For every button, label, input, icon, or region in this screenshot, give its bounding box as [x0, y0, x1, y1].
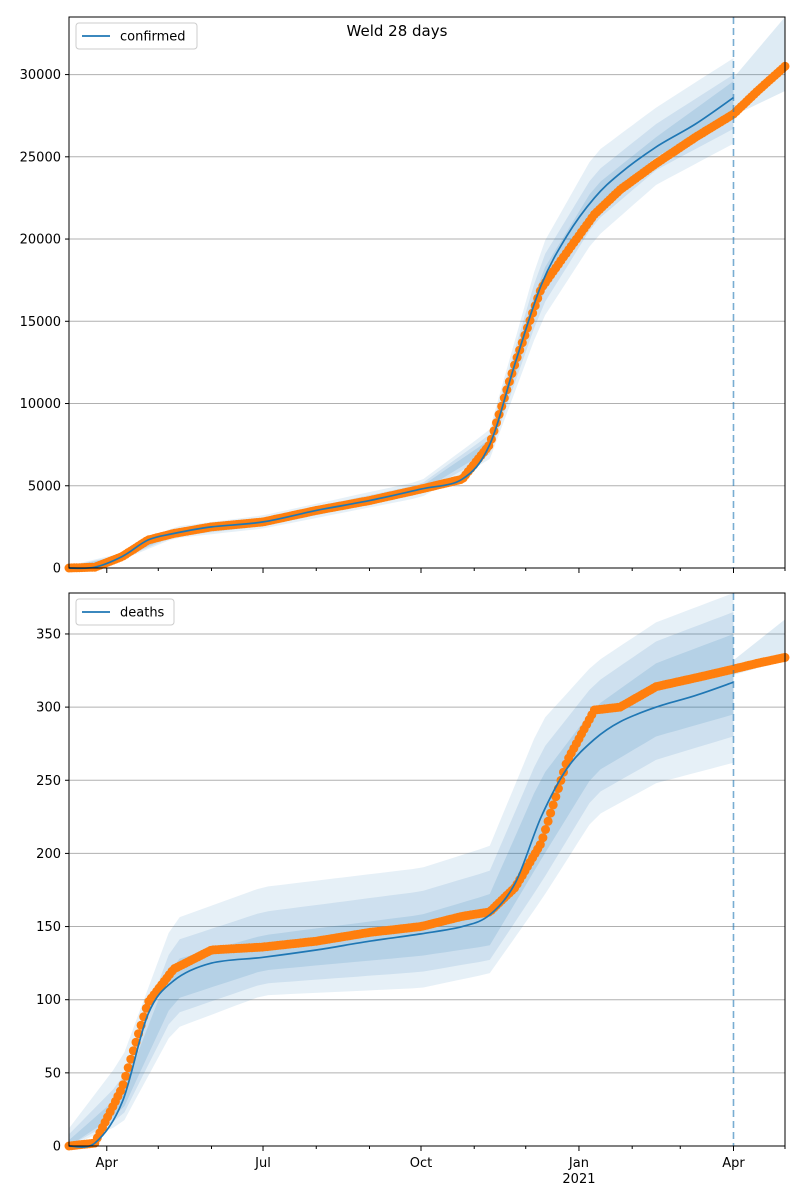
observed-point — [541, 825, 550, 834]
observed-point — [535, 840, 545, 850]
x-year-label: 2021 — [562, 1172, 595, 1187]
y-tick-label: 250 — [36, 774, 61, 789]
observed-point — [123, 1063, 133, 1073]
x-tick-label: Apr — [96, 1156, 119, 1171]
observed-point — [546, 808, 556, 818]
y-tick-label: 30000 — [20, 68, 61, 83]
y-tick-label: 350 — [36, 627, 61, 642]
observed-points — [64, 652, 790, 1151]
x-tick-label: Jan — [568, 1156, 589, 1171]
confidence-band-inner — [69, 81, 734, 568]
x-tick-label: Apr — [722, 1156, 745, 1171]
legend-box — [75, 22, 198, 50]
deaths-panel: 0 50 100 150 200 250 300 350 Apr Jul Oct Jan Apr 2021… — [36, 592, 790, 1187]
y-tick-label: 20000 — [20, 233, 61, 248]
y-tick-label: 0 — [53, 1140, 61, 1155]
y-tick-label: 200 — [36, 847, 61, 862]
legend-label: confirmed — [120, 30, 186, 45]
confidence-band-outer — [69, 593, 734, 1146]
axes-frame — [68, 16, 786, 569]
y-tick-label: 100 — [36, 993, 61, 1008]
observed-point — [126, 1054, 136, 1064]
fit-line — [68, 96, 734, 570]
confidence-band-middle — [69, 74, 734, 568]
chart-title: Weld 28 days — [347, 22, 448, 40]
observed-point — [548, 800, 558, 810]
observed-point — [121, 1071, 131, 1081]
y-tick-label: 15000 — [20, 315, 61, 330]
observed-point — [543, 816, 553, 826]
y-tick-label: 25000 — [20, 150, 61, 165]
fit-line — [68, 681, 734, 1148]
legend-box — [75, 598, 175, 626]
confirmed-panel: 0 5000 10000 15000 20000 25000 30000 confirmed — [20, 16, 790, 577]
y-tick-label: 300 — [36, 701, 61, 716]
x-tick-label: Jul — [254, 1156, 271, 1171]
y-tick-label: 150 — [36, 920, 61, 935]
observed-point — [118, 1080, 128, 1090]
y-tick-label: 50 — [44, 1066, 61, 1081]
legend: deaths — [75, 598, 175, 626]
legend-label: deaths — [120, 606, 165, 621]
x-tick-label: Oct — [410, 1156, 432, 1171]
legend: confirmed — [75, 22, 198, 50]
observed-point — [538, 833, 548, 843]
confidence-band-outer — [69, 58, 734, 568]
forecast-band — [733, 17, 785, 116]
y-tick-label: 5000 — [28, 479, 61, 494]
y-tick-label: 0 — [53, 562, 61, 577]
observed-point — [551, 792, 561, 802]
y-tick-label: 10000 — [20, 397, 61, 412]
confidence-band-middle — [69, 612, 734, 1146]
observed-point — [141, 1003, 151, 1013]
axes-frame — [68, 592, 786, 1147]
